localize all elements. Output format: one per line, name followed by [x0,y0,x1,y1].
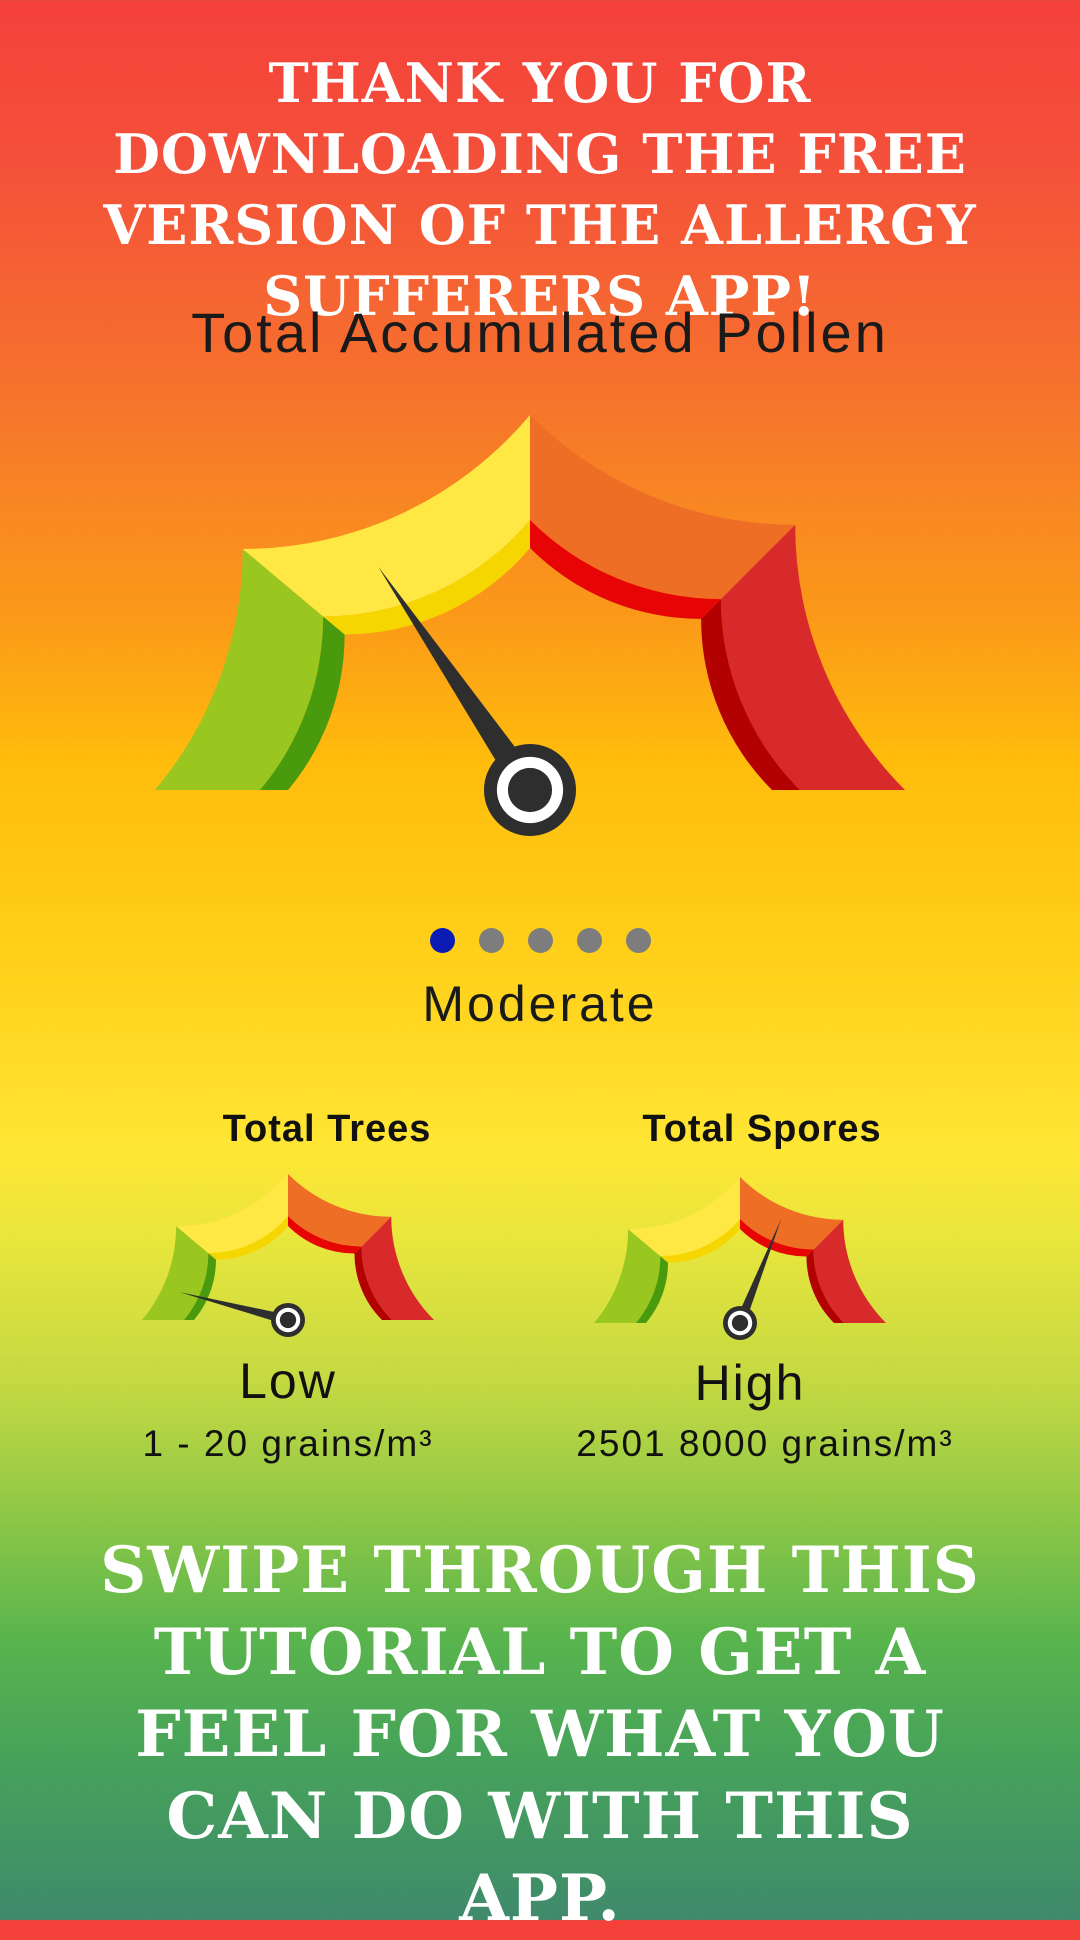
page-dot-5[interactable] [625,928,651,953]
pollen-gauge-segment-high [530,415,796,600]
spores-gauge-segment-low [594,1229,661,1323]
trees-gauge-segment-low [142,1226,209,1320]
pollen-gauge-segment-moderate [242,415,530,617]
total-pollen-gauge [155,415,905,836]
pollen-level-label: Moderate [422,976,658,1032]
welcome-heading: THANK YOU FOR DOWNLOADING THE FREE VERSI… [103,51,977,328]
pollen-gauge-segment-very-high [720,524,905,790]
trees-range-label: 1 - 20 grains/m³ [142,1423,434,1464]
pollen-gauge-segment-moderate-inner [323,520,530,635]
trees-gauge-segment-high-inner [288,1216,362,1254]
pollen-gauge-segment-low-inner [260,616,345,790]
trees-gauge-needle-hub-center [279,1311,297,1329]
page-dot-1[interactable] [429,928,455,953]
trees-level-label: Low [239,1353,337,1409]
spores-gauge-segment-very-high [813,1219,886,1323]
page-dot-4[interactable] [576,928,602,953]
spores-gauge-segment-low-inner [636,1256,668,1323]
spores-gauge-segment-high [740,1177,844,1250]
total-pollen-title: Total Accumulated Pollen [191,301,889,364]
pollen-gauge-segment-low [155,548,324,790]
pollen-gauge-needle-hub-center [507,767,553,813]
trees-gauge-segment-high [288,1174,392,1247]
spores-gauge-needle [735,1218,782,1325]
trees-gauge-segment-very-high [361,1216,434,1320]
trees-gauge-needle [179,1292,290,1325]
page-dot-3[interactable] [527,928,553,953]
pollen-gauge-segment-very-high-inner [701,599,800,790]
pollen-gauge-needle [378,566,542,798]
trees-gauge-segment-low-inner [184,1253,216,1320]
trees-gauge-segment-very-high-inner [354,1246,392,1320]
page-indicator[interactable] [0,928,1080,953]
spores-gauge-segment-moderate [628,1177,740,1257]
trees-gauge-segment-moderate [176,1174,288,1254]
page-dot-2[interactable] [478,928,504,953]
spores-gauge-segment-moderate-inner [660,1219,740,1263]
trees-gauge-segment-moderate-inner [208,1216,288,1260]
spores-level-label: High [694,1355,806,1411]
spores-range-label: 2501 8000 grains/m³ [576,1423,954,1464]
pollen-gauge-segment-high-inner [530,520,721,619]
tutorial-heading: SWIPE THROUGH THIS TUTORIAL TO GET A FEE… [100,1533,980,1936]
spores-gauge-segment-very-high-inner [806,1249,844,1323]
trees-title: Total Trees [222,1108,432,1150]
spores-title: Total Spores [642,1108,882,1150]
spores-gauge-needle-hub-center [731,1314,749,1332]
trees-gauge [142,1174,434,1337]
spores-gauge-segment-high-inner [740,1219,814,1257]
spores-gauge [594,1177,886,1340]
